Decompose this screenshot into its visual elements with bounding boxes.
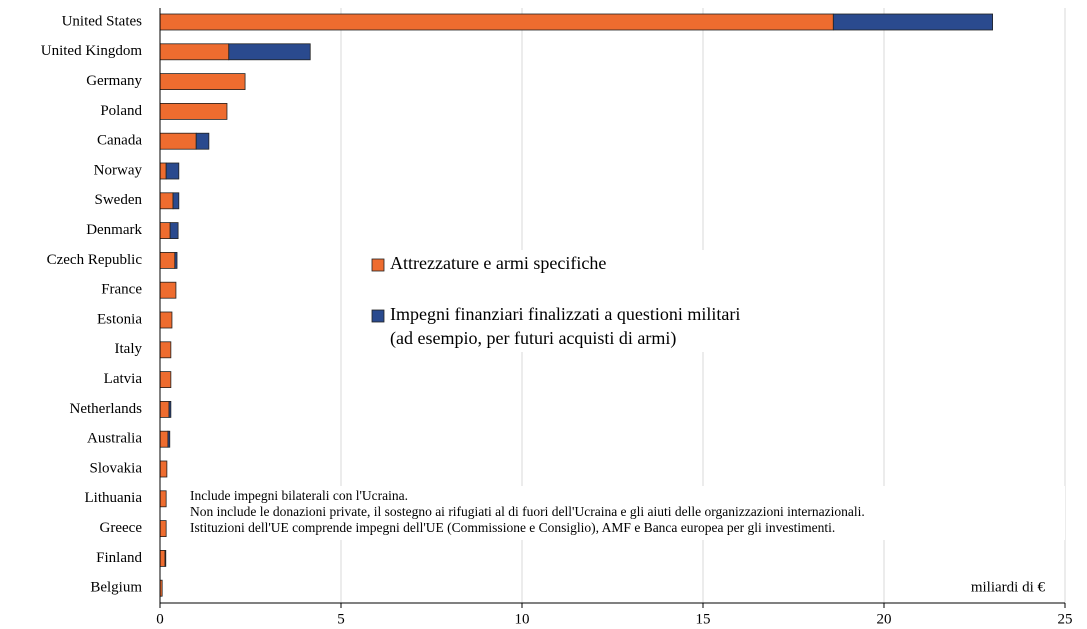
y-tick-label: France [101, 282, 142, 298]
x-tick-label: 5 [337, 611, 345, 627]
bar [167, 430, 171, 448]
legend-swatch [371, 258, 385, 272]
x-tick-label: 25 [1058, 611, 1073, 627]
notes-background [185, 486, 1065, 540]
y-tick-label: Greece [100, 520, 143, 536]
x-tick-label: 0 [156, 611, 164, 627]
bar [159, 192, 174, 210]
bar [159, 550, 166, 567]
y-tick-label: Italy [115, 341, 143, 357]
y-tick-label: Germany [86, 73, 142, 89]
bar [165, 162, 180, 180]
y-tick-label: Norway [94, 162, 143, 178]
y-tick-label: Sweden [95, 192, 143, 208]
legend-background [365, 250, 870, 352]
bar [832, 13, 994, 31]
y-tick-label: Poland [100, 103, 142, 119]
y-tick-label: Lithuania [85, 490, 143, 506]
y-tick-label: Denmark [86, 222, 142, 238]
bar [159, 132, 197, 150]
y-tick-label: United States [62, 13, 143, 29]
y-tick-label: Estonia [97, 311, 142, 327]
bar [159, 103, 228, 120]
legend-label: (ad esempio, per futuri acquisti di armi… [390, 328, 676, 349]
y-tick-label: Belgium [90, 580, 142, 596]
bar [159, 341, 172, 359]
bar [228, 43, 311, 61]
bar [159, 400, 170, 418]
bar [159, 311, 173, 329]
y-tick-label: Canada [97, 133, 142, 149]
y-tick-label: Czech Republic [47, 252, 143, 268]
legend-label: Impegni finanziari finalizzati a questio… [390, 304, 740, 324]
x-tick-label: 20 [877, 611, 892, 627]
x-tick-label: 15 [696, 611, 711, 627]
y-tick-label: Slovakia [90, 460, 143, 476]
y-tick-label: Netherlands [70, 401, 143, 417]
bar [159, 162, 167, 180]
bar [172, 192, 180, 210]
x-axis-label: miliardi di € [971, 579, 1046, 595]
bar [159, 520, 167, 537]
bar [159, 430, 169, 448]
bar [159, 73, 246, 90]
bar [195, 132, 210, 150]
x-tick-label: 10 [515, 611, 530, 627]
note: Istituzioni dell'UE comprende impegni de… [190, 520, 835, 535]
note: Non include le donazioni private, il sos… [190, 504, 865, 519]
bar [174, 251, 178, 269]
bar [159, 281, 177, 299]
y-tick-label: United Kingdom [41, 43, 143, 59]
note: Include impegni bilaterali con l'Ucraina… [190, 488, 408, 503]
bar [159, 460, 168, 478]
bar [159, 43, 230, 61]
bar [168, 400, 172, 418]
y-tick-label: Latvia [104, 371, 143, 387]
bar [159, 222, 171, 240]
bar [159, 251, 176, 269]
bar [159, 371, 172, 389]
bar [159, 490, 167, 508]
y-tick-label: Finland [96, 550, 142, 566]
bar [169, 222, 179, 240]
bar [164, 550, 167, 567]
legend-swatch [371, 309, 385, 323]
y-tick-label: Australia [87, 431, 142, 447]
legend-label: Attrezzature e armi specifiche [390, 253, 606, 273]
bar [159, 13, 834, 31]
